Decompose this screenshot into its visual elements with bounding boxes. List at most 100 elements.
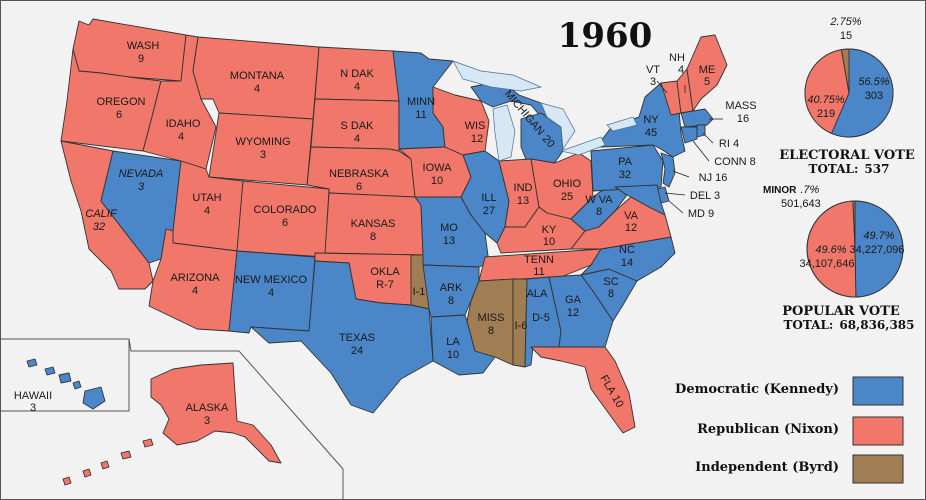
electoral-slice-democratic	[831, 48, 894, 138]
state-michigan-lower	[520, 112, 564, 168]
popular-dem-votes: 34,227,096	[849, 244, 904, 256]
wv-votes: 8	[596, 206, 602, 218]
popular-total-value: 68,836,385	[839, 318, 914, 332]
popular-slice-republican	[806, 200, 857, 298]
pa-votes: 32	[619, 169, 631, 181]
tx-votes: 24	[351, 345, 363, 357]
ok-independent-votes: I-1	[413, 286, 426, 298]
me-votes: 5	[704, 76, 710, 88]
state-alaska	[150, 362, 282, 464]
vt-votes: 3	[650, 76, 656, 88]
legend-label-democratic: Democratic (Kennedy)	[675, 382, 839, 397]
popular-dem-pct: 49.7%	[863, 230, 894, 242]
la-votes: 10	[447, 349, 459, 361]
popular-minor-votes: 501,643	[781, 198, 821, 210]
svg-text:LA10: LA 10	[446, 336, 460, 361]
or-name: OREGON	[97, 96, 146, 108]
nc-name: NC	[619, 244, 635, 256]
state-maryland	[614, 184, 666, 216]
ak-votes: 3	[204, 415, 210, 427]
electoral-total-label: TOTAL:	[809, 162, 859, 176]
lake-superior	[452, 60, 543, 92]
legend-swatch-republican	[852, 416, 904, 446]
oh-votes: 25	[561, 191, 573, 203]
state-new-york	[600, 82, 686, 158]
wi-votes: 12	[471, 133, 483, 145]
in-votes: 13	[517, 195, 529, 207]
electoral-total-value: 537	[864, 162, 889, 176]
tn-votes: 11	[533, 266, 544, 278]
va-name: VA	[624, 210, 639, 222]
nm-votes: 4	[268, 287, 274, 299]
id-votes: 4	[178, 131, 184, 143]
popular-rep-votes: 34,107,646	[799, 258, 854, 270]
popular-slice-independent	[852, 200, 856, 250]
electoral-total-row: TOTAL: 537	[809, 162, 890, 176]
leader-lines	[656, 80, 723, 214]
id-name: IDAHO	[166, 118, 201, 130]
popular-slice-democratic	[854, 200, 904, 298]
popular-total-label: TOTAL:	[784, 318, 834, 332]
mn-votes: 11	[415, 109, 426, 121]
nc-votes: 14	[621, 257, 633, 269]
svg-text:W VA8: W VA 8	[585, 194, 613, 218]
svg-text:ME5: ME 5	[699, 64, 716, 88]
nh-name: NH	[669, 52, 685, 64]
ak-name: ALASKA	[186, 402, 229, 414]
ut-votes: 4	[204, 205, 210, 217]
al-name: ALA	[527, 288, 548, 300]
oh-name: OHIO	[553, 178, 582, 190]
popular-pie	[806, 200, 904, 298]
lake-huron	[540, 102, 576, 151]
inset-divider	[1, 339, 130, 412]
state-texas	[250, 260, 434, 414]
ok-votes: R-7	[376, 279, 394, 291]
mo-name: MO	[440, 222, 458, 234]
wa-name: WASH	[127, 40, 160, 52]
ny-votes: 45	[645, 127, 657, 139]
state-new-jersey	[660, 152, 676, 188]
ar-votes: 8	[448, 295, 454, 307]
ct-label: CONN 8	[714, 156, 756, 168]
ia-name: IOWA	[423, 162, 453, 174]
sc-name: SC	[603, 276, 618, 288]
lake-michigan	[492, 104, 516, 162]
lake-erie	[559, 136, 606, 156]
electoral-vote-label: ELECTORAL VOTE	[779, 148, 915, 163]
ms-name: MISS	[478, 312, 505, 324]
state-arkansas	[422, 264, 480, 318]
legend: Democratic (Kennedy) Republican (Nixon) …	[675, 376, 904, 484]
in-name: IND	[514, 182, 533, 194]
ne-votes: 6	[356, 181, 362, 193]
state-pennsylvania	[590, 144, 664, 192]
ca-votes: 32	[93, 221, 105, 233]
ks-votes: 8	[370, 231, 376, 243]
state-kentucky	[496, 206, 586, 254]
tn-name: TENN	[524, 254, 554, 266]
svg-text:NH4: NH 4	[669, 52, 685, 76]
hi-name: HAWAII	[14, 390, 52, 402]
state-hawaii	[26, 358, 106, 410]
